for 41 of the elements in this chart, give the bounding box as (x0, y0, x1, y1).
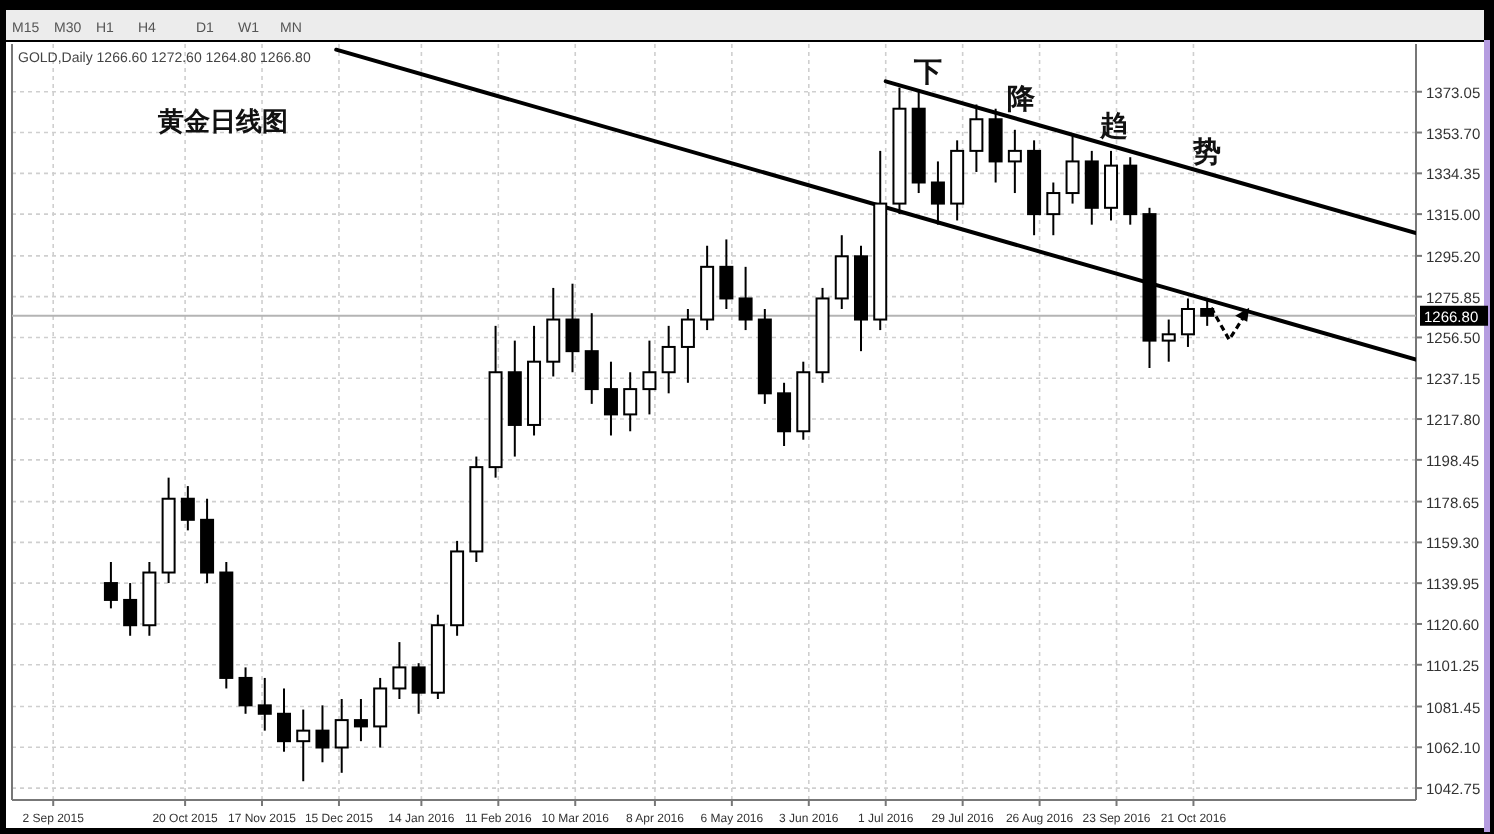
candlestick (834, 234, 849, 310)
annotation: 下 (912, 55, 943, 88)
candlestick (103, 560, 118, 610)
candlestick (238, 666, 253, 715)
candlestick (411, 662, 426, 715)
candlestick (603, 360, 618, 437)
candlestick (680, 308, 695, 384)
candlestick (1104, 149, 1119, 222)
candlestick (719, 238, 734, 310)
candlestick (988, 107, 1003, 184)
candlestick (661, 324, 676, 395)
candlestick (123, 582, 138, 637)
candlestick (623, 371, 638, 433)
candlestick (180, 485, 195, 532)
candlestick (277, 687, 292, 753)
candlestick (1084, 149, 1099, 226)
candlestick (315, 704, 330, 764)
candlestick (565, 282, 580, 374)
candlestick (1046, 181, 1061, 237)
candlestick (392, 641, 407, 701)
candlestick (1161, 318, 1176, 363)
candlestick (1200, 299, 1215, 327)
candlestick (1007, 128, 1022, 195)
candlestick (334, 698, 349, 774)
candlestick (584, 312, 599, 405)
annotation: 趋 (1097, 108, 1128, 141)
candlestick (546, 286, 561, 378)
candlestick (257, 676, 272, 732)
candlestick (373, 676, 388, 749)
candlestick (930, 160, 945, 226)
candlestick (777, 381, 792, 448)
candlestick (969, 103, 984, 173)
text: 黄金日线图 (155, 106, 288, 136)
candlestick (296, 708, 311, 783)
candlestick (353, 698, 368, 743)
candlestick (738, 265, 753, 332)
candlestick (1065, 135, 1080, 205)
candlestick (642, 339, 657, 416)
annotation: 降 (1006, 82, 1037, 115)
candlestick (1180, 297, 1195, 348)
annotation: 势 (1190, 135, 1221, 168)
